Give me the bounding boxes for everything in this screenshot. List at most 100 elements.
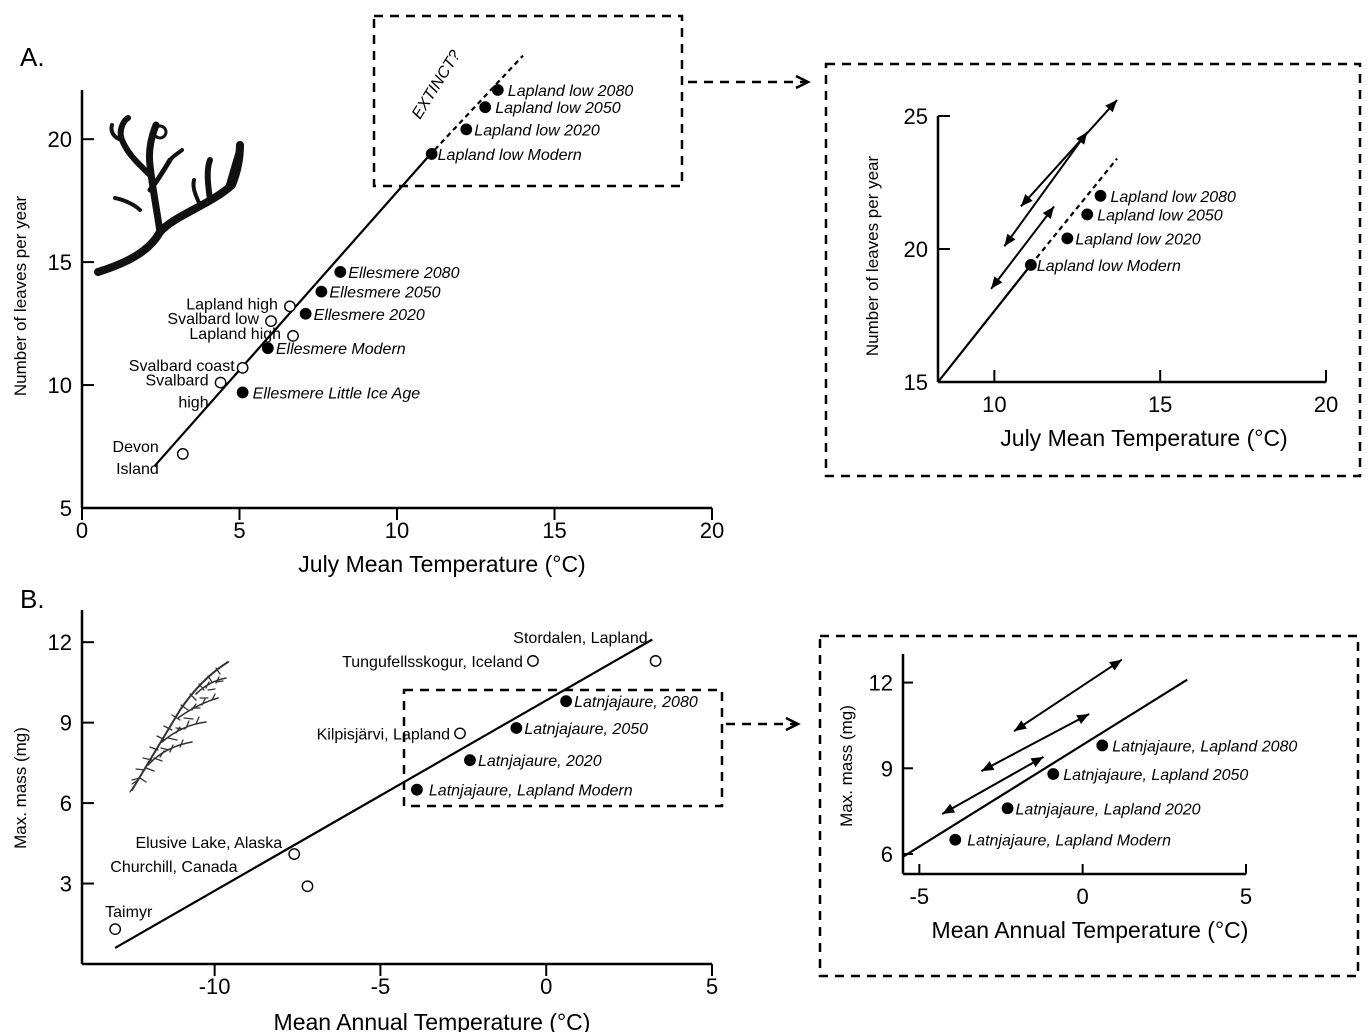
point-label: Lapland low Modern bbox=[438, 147, 582, 164]
extinct-label: EXTINCT? bbox=[409, 47, 464, 122]
point-label: Svalbard coast bbox=[129, 358, 235, 375]
point-label: Taimyr bbox=[105, 904, 153, 921]
open-data-point bbox=[287, 329, 299, 342]
x-tick-label: 5 bbox=[233, 518, 245, 543]
y-tick-label: 12 bbox=[869, 671, 893, 696]
point-label: Latnjajaure, Lapland 2080 bbox=[1112, 738, 1297, 755]
y-tick-label: 25 bbox=[904, 104, 928, 129]
x-tick-label: 15 bbox=[1148, 392, 1172, 417]
filled-data-point bbox=[410, 783, 423, 796]
filled-data-point bbox=[1094, 189, 1107, 202]
point-label: Latnjajaure, 2080 bbox=[574, 694, 698, 711]
x-tick-label: 5 bbox=[1240, 884, 1252, 909]
point-label: Latnjajaure, 2050 bbox=[524, 721, 648, 738]
point-label: Ellesmere Little Ice Age bbox=[253, 385, 421, 402]
b-y-axis-label: Max. mass (mg) bbox=[11, 727, 30, 849]
x-tick-label: 10 bbox=[982, 392, 1006, 417]
filled-data-point bbox=[464, 754, 476, 767]
extrapolation-line bbox=[1030, 157, 1118, 266]
filled-data-point bbox=[1096, 739, 1109, 752]
panel-a-connector-arrowhead-icon bbox=[795, 74, 811, 90]
filled-data-point bbox=[334, 266, 347, 278]
point-label: Lapland low 2080 bbox=[1110, 189, 1236, 206]
arrowhead-icon bbox=[1004, 233, 1016, 247]
filled-data-point bbox=[1047, 768, 1060, 780]
y-tick-label: 15 bbox=[904, 370, 928, 395]
y-tick-label: 20 bbox=[48, 127, 72, 152]
double-arrow bbox=[990, 205, 1055, 290]
az-x-axis-label: July Mean Temperature (°C) bbox=[1000, 425, 1287, 451]
point-label: Latnjajaure, Lapland 2050 bbox=[1063, 767, 1248, 784]
open-data-point bbox=[265, 315, 277, 328]
regression-line bbox=[114, 638, 653, 949]
point-label: Latnjajaure, Lapland Modern bbox=[967, 833, 1171, 850]
x-tick-label: 0 bbox=[540, 974, 552, 999]
a-x-axis-label: July Mean Temperature (°C) bbox=[298, 551, 585, 577]
double-arrow bbox=[1020, 99, 1118, 208]
point-label: Ellesmere 2050 bbox=[329, 285, 440, 302]
point-label: Kilpisjärvi, Lapland bbox=[317, 726, 450, 743]
point-label: Latnjajaure, Lapland Modern bbox=[429, 783, 633, 800]
open-data-point bbox=[454, 727, 466, 740]
open-data-point bbox=[649, 655, 662, 667]
panel-a-main-plot: July Mean Temperature (°C) Number of lea… bbox=[11, 14, 724, 577]
bz-y-axis-label: Max. mass (mg) bbox=[837, 705, 856, 827]
panel-b-zoom-region-box bbox=[402, 688, 724, 808]
filled-data-point bbox=[1061, 232, 1074, 245]
b-x-axis-label: Mean Annual Temperature (°C) bbox=[274, 1009, 591, 1032]
y-tick-label: 15 bbox=[48, 250, 72, 275]
x-tick-label: 5 bbox=[706, 974, 718, 999]
filled-data-point bbox=[1001, 802, 1014, 815]
x-tick-label: -10 bbox=[199, 974, 231, 999]
y-tick-label: 3 bbox=[60, 872, 72, 897]
x-tick-label: -5 bbox=[371, 974, 391, 999]
az-y-axis-label: Number of leaves per year bbox=[863, 156, 882, 357]
arrowhead-icon bbox=[981, 761, 995, 772]
arrowhead-icon bbox=[991, 276, 1003, 289]
point-label: Lapland low 2050 bbox=[1097, 207, 1223, 224]
x-tick-label: 0 bbox=[76, 518, 88, 543]
point-label: Lapland low Modern bbox=[1037, 258, 1181, 275]
panel-b-main-plot: Mean Annual Temperature (°C) Max. mass (… bbox=[11, 610, 724, 1032]
arrowhead-icon bbox=[1105, 100, 1118, 113]
moss-plant-silhouette-icon bbox=[94, 115, 244, 276]
point-label: Elusive Lake, Alaska bbox=[135, 835, 282, 852]
point-label: Lapland low 2020 bbox=[474, 122, 600, 139]
open-data-point bbox=[176, 448, 189, 460]
y-tick-label: 10 bbox=[48, 373, 72, 398]
panel-b-zoom-plot: Mean Annual Temperature (°C) Max. mass (… bbox=[837, 654, 1297, 943]
double-arrow bbox=[1013, 658, 1123, 732]
point-label: Lapland high bbox=[189, 326, 281, 343]
filled-data-point bbox=[299, 307, 312, 320]
point-label: Ellesmere 2020 bbox=[314, 307, 425, 324]
y-tick-label: 6 bbox=[60, 791, 72, 816]
x-tick-label: -5 bbox=[910, 884, 930, 909]
x-tick-label: 20 bbox=[700, 518, 724, 543]
open-data-point bbox=[527, 655, 539, 667]
filled-data-point bbox=[510, 722, 523, 734]
arrowhead-icon bbox=[1014, 720, 1027, 732]
filled-data-point bbox=[949, 833, 962, 846]
double-arrow bbox=[941, 755, 1044, 815]
regression-line bbox=[902, 678, 1188, 858]
double-arrow bbox=[980, 713, 1090, 773]
arrowhead-icon bbox=[942, 803, 956, 814]
arrowhead-icon bbox=[1109, 659, 1122, 671]
point-label: Churchill, Canada bbox=[110, 859, 237, 876]
open-data-point bbox=[214, 376, 227, 389]
y-tick-label: 20 bbox=[904, 237, 928, 262]
point-label: Svalbard low bbox=[167, 311, 259, 328]
point-label: Devon Island bbox=[113, 439, 159, 478]
open-data-point bbox=[109, 923, 122, 936]
point-label: Svalbard high bbox=[145, 373, 208, 412]
open-data-point bbox=[283, 300, 296, 313]
panel-b-letter: B. bbox=[20, 584, 45, 614]
point-label: Stordalen, Lapland bbox=[513, 630, 647, 647]
point-label: Lapland high bbox=[186, 296, 278, 313]
filled-data-point bbox=[1081, 208, 1094, 221]
x-tick-label: 20 bbox=[1314, 392, 1338, 417]
filled-data-point bbox=[460, 123, 473, 136]
filled-data-point bbox=[425, 148, 438, 160]
point-label: Latnjajaure, 2020 bbox=[478, 753, 602, 770]
